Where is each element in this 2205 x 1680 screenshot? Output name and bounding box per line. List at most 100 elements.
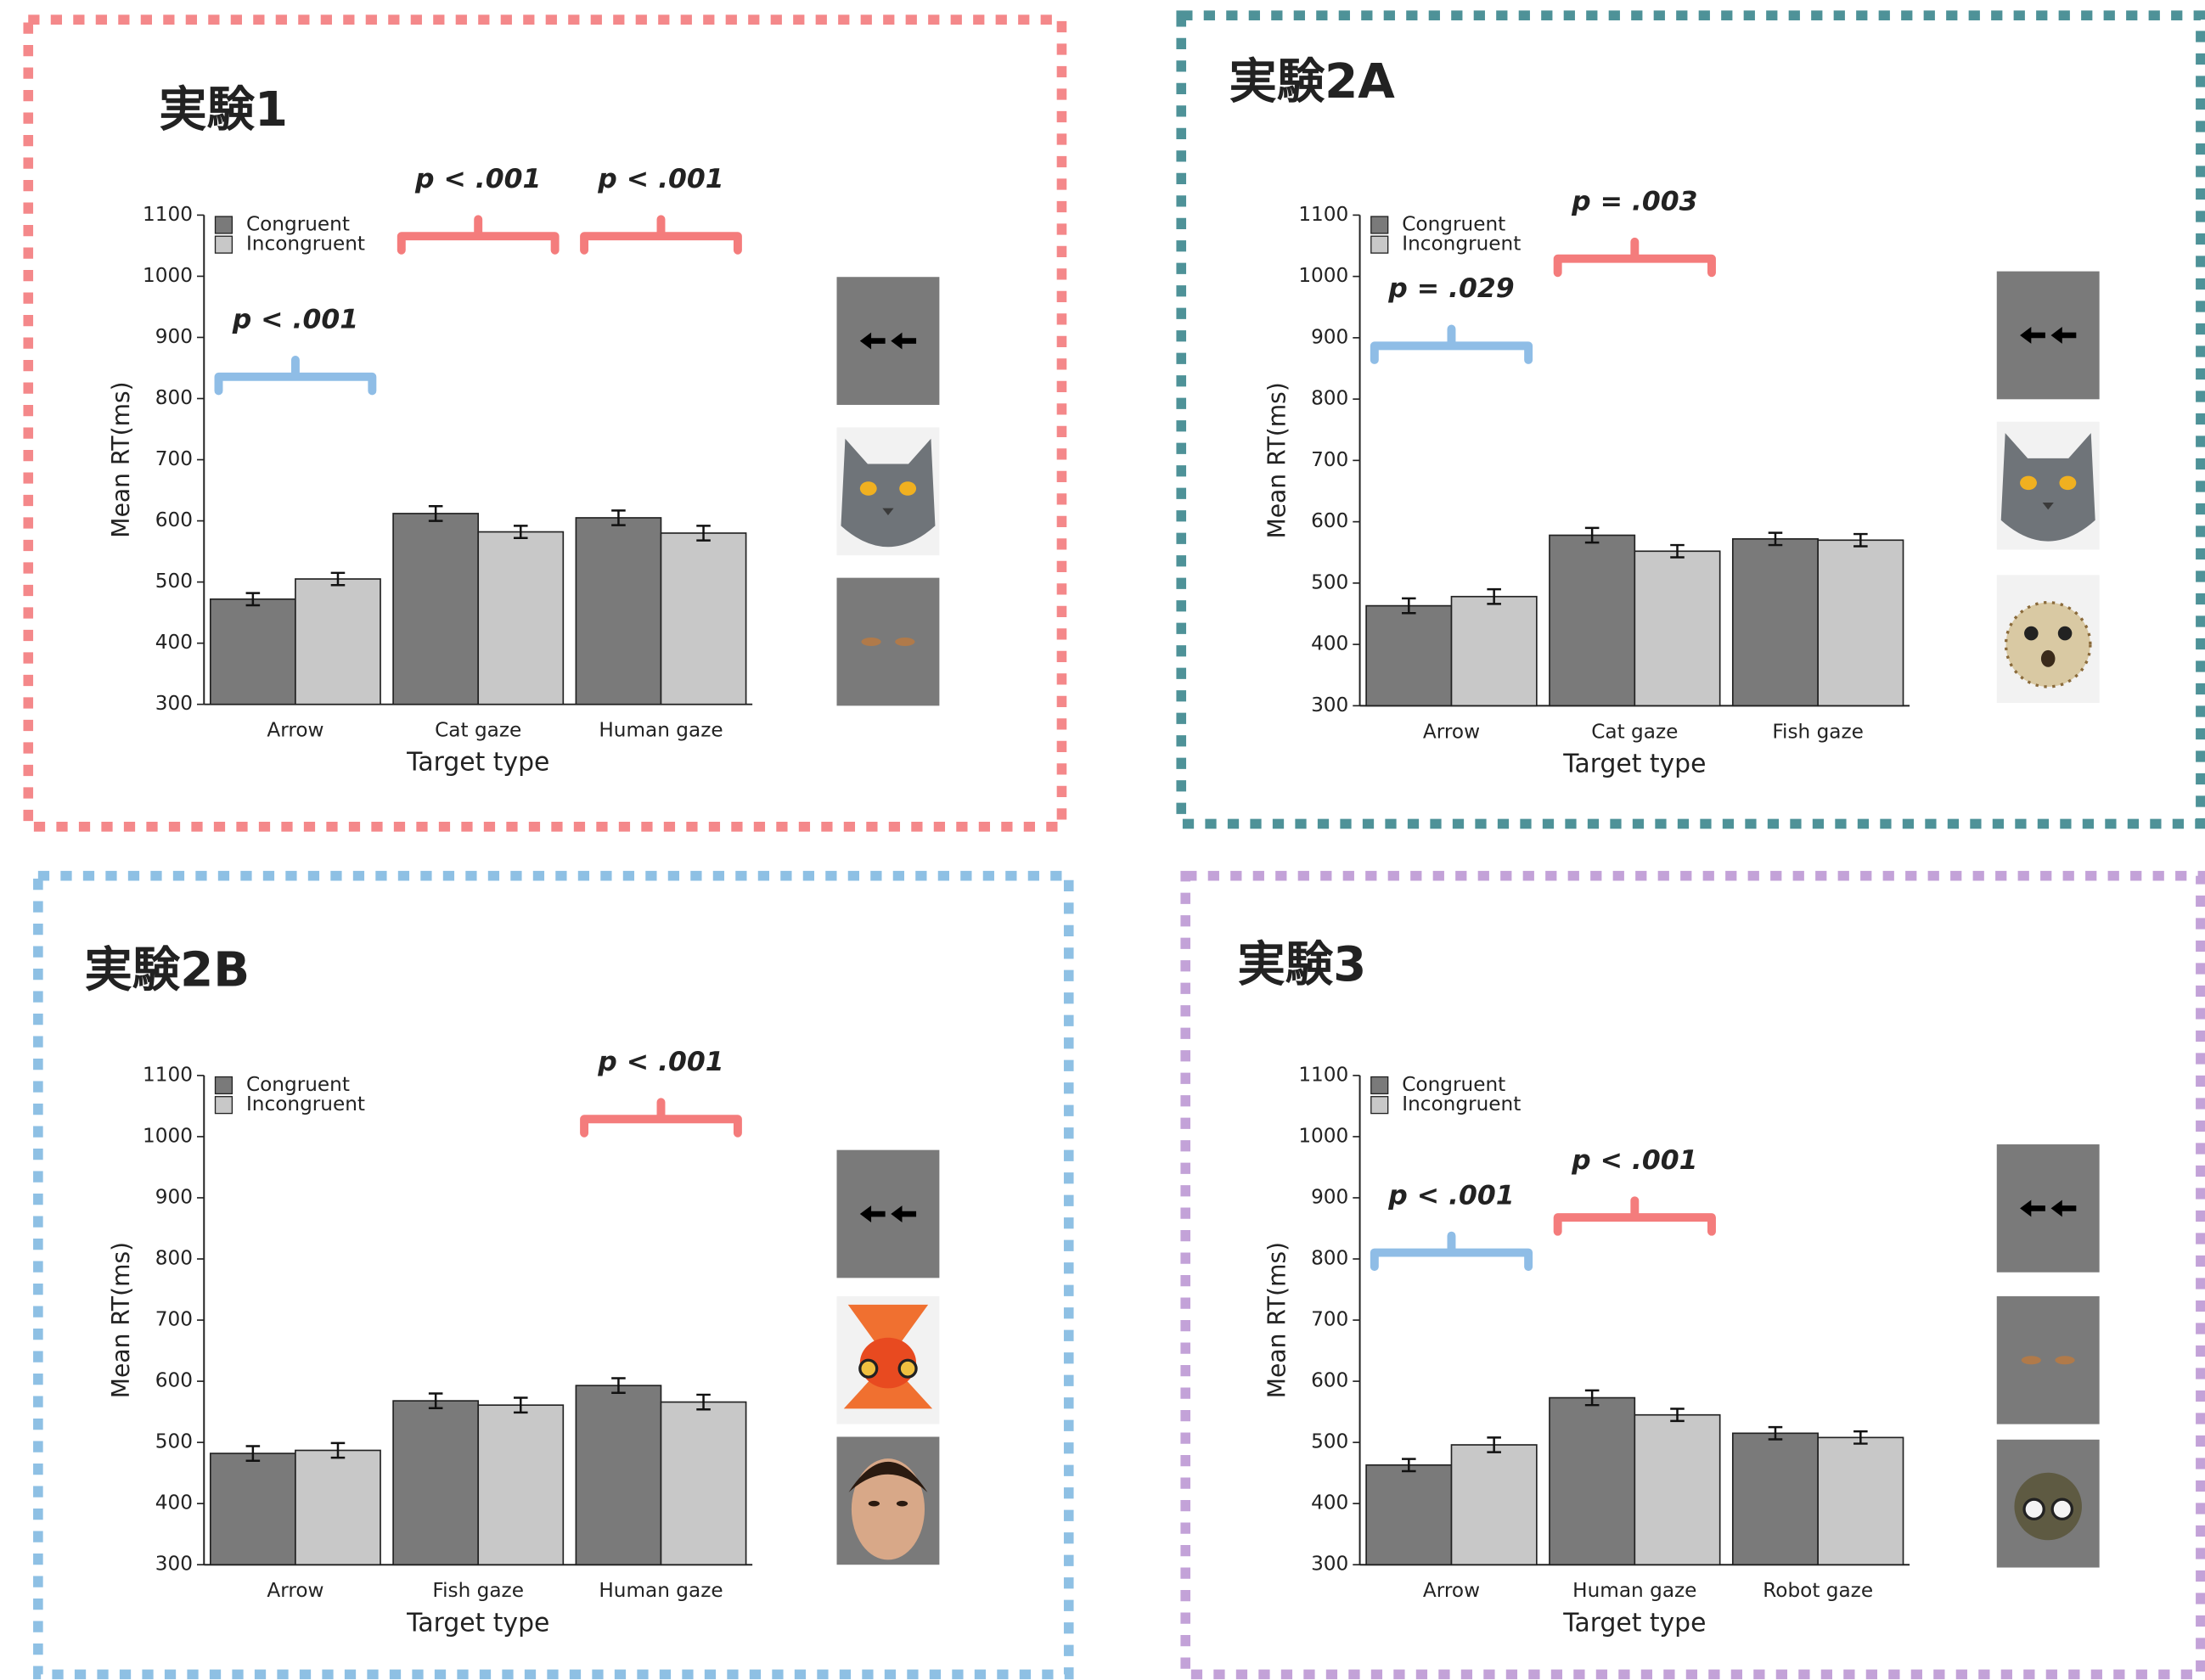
y-tick-label: 500 bbox=[1311, 570, 1348, 593]
y-tick-label: 800 bbox=[1311, 1247, 1348, 1270]
p-value-label: p < .001 bbox=[414, 164, 541, 194]
p-value-label: p < .001 bbox=[597, 1047, 723, 1077]
eye-shape bbox=[2022, 1356, 2041, 1364]
legend-label: Incongruent bbox=[246, 1093, 365, 1115]
x-axis-label: Target type bbox=[1562, 749, 1706, 778]
y-axis-label: Mean RT(ms) bbox=[107, 1242, 135, 1398]
y-tick-label: 1100 bbox=[143, 1063, 193, 1086]
icon-bg bbox=[837, 1150, 940, 1278]
legend-swatch bbox=[1371, 236, 1388, 253]
bar bbox=[1818, 1437, 1903, 1565]
p-value-label: p = .029 bbox=[1387, 273, 1514, 304]
y-tick-label: 700 bbox=[155, 447, 193, 470]
stimulus-icon bbox=[837, 1437, 940, 1565]
y-tick-label: 500 bbox=[155, 1430, 193, 1453]
y-tick-label: 900 bbox=[155, 325, 193, 348]
bar bbox=[211, 599, 295, 705]
significance-brace bbox=[218, 360, 372, 391]
p-value-label: p = .003 bbox=[1571, 186, 1697, 216]
icon-bg bbox=[1997, 1296, 2100, 1424]
y-tick-label: 1000 bbox=[143, 264, 193, 287]
significance-brace bbox=[584, 219, 738, 250]
significance-brace bbox=[1558, 242, 1712, 273]
x-tick-label: Human gaze bbox=[599, 719, 723, 742]
y-tick-label: 700 bbox=[1311, 1308, 1348, 1331]
puffer-eye bbox=[2058, 626, 2073, 641]
x-tick-label: Arrow bbox=[267, 719, 323, 742]
x-tick-label: Arrow bbox=[1423, 720, 1480, 743]
x-tick-label: Cat gaze bbox=[435, 719, 521, 742]
significance-brace bbox=[1558, 1200, 1712, 1231]
bar bbox=[211, 1453, 295, 1565]
x-tick-label: Arrow bbox=[267, 1579, 323, 1602]
bar bbox=[1818, 540, 1903, 705]
y-tick-label: 400 bbox=[1311, 1492, 1348, 1514]
stimulus-icon bbox=[1997, 272, 2100, 400]
y-tick-label: 700 bbox=[155, 1308, 193, 1331]
x-axis-label: Target type bbox=[1562, 1608, 1706, 1638]
x-tick-label: Human gaze bbox=[1572, 1579, 1696, 1602]
cat-eye bbox=[899, 481, 916, 496]
y-tick-label: 1100 bbox=[1298, 1063, 1348, 1086]
stimulus-icon bbox=[1997, 1440, 2100, 1568]
y-tick-label: 900 bbox=[1311, 325, 1348, 348]
x-tick-label: Human gaze bbox=[599, 1579, 723, 1602]
y-tick-label: 600 bbox=[155, 1369, 193, 1392]
y-tick-label: 300 bbox=[1311, 694, 1348, 716]
bar bbox=[295, 1450, 380, 1565]
y-tick-label: 800 bbox=[155, 386, 193, 409]
bar bbox=[1733, 1433, 1818, 1565]
face-eye bbox=[897, 1501, 908, 1507]
bar bbox=[478, 1405, 563, 1565]
bar bbox=[393, 1401, 478, 1565]
bar bbox=[661, 533, 745, 705]
p-value-label: p < .001 bbox=[597, 164, 723, 194]
y-tick-label: 300 bbox=[1311, 1553, 1348, 1576]
legend-label: Incongruent bbox=[1402, 233, 1521, 256]
y-tick-label: 500 bbox=[155, 570, 193, 593]
stimulus-icon bbox=[1997, 422, 2100, 550]
stimulus-icon bbox=[837, 427, 940, 555]
bar bbox=[576, 518, 661, 705]
y-tick-label: 300 bbox=[155, 692, 193, 715]
y-tick-label: 400 bbox=[155, 1492, 193, 1514]
y-tick-label: 800 bbox=[155, 1247, 193, 1270]
y-tick-label: 800 bbox=[1311, 387, 1348, 410]
stimulus-icon bbox=[837, 578, 940, 706]
bar bbox=[295, 579, 380, 705]
cat-eye bbox=[2059, 476, 2076, 491]
y-tick-label: 1000 bbox=[1298, 1124, 1348, 1147]
bar bbox=[1634, 551, 1719, 705]
face-eye bbox=[869, 1501, 880, 1507]
panel-title: 実験3 bbox=[1237, 937, 1366, 992]
icon-bg bbox=[837, 277, 940, 405]
bar bbox=[1550, 1398, 1634, 1565]
bar bbox=[1634, 1415, 1719, 1565]
x-tick-label: Fish gaze bbox=[1772, 720, 1864, 743]
legend-swatch bbox=[216, 216, 233, 233]
p-value-label: p < .001 bbox=[1571, 1145, 1697, 1176]
y-tick-label: 1100 bbox=[1298, 203, 1348, 226]
y-tick-label: 600 bbox=[155, 508, 193, 531]
bar bbox=[661, 1402, 745, 1565]
legend-label: Incongruent bbox=[246, 233, 365, 256]
y-tick-label: 1100 bbox=[143, 203, 193, 226]
stimulus-icon bbox=[1997, 1144, 2100, 1273]
x-tick-label: Arrow bbox=[1423, 1579, 1480, 1602]
bar bbox=[1451, 1445, 1536, 1565]
stimulus-icon bbox=[1997, 575, 2100, 703]
cat-eye bbox=[860, 481, 877, 496]
y-tick-label: 300 bbox=[155, 1553, 193, 1576]
bar bbox=[576, 1385, 661, 1565]
stimulus-icon bbox=[1997, 1296, 2100, 1424]
puffer-mouth bbox=[2041, 650, 2056, 667]
eye-shape bbox=[861, 638, 880, 646]
significance-brace bbox=[402, 219, 555, 250]
y-tick-label: 900 bbox=[1311, 1185, 1348, 1208]
y-tick-label: 700 bbox=[1311, 448, 1348, 471]
p-value-label: p < .001 bbox=[232, 305, 358, 335]
icon-bg bbox=[837, 578, 940, 706]
panel-title: 実験2A bbox=[1229, 54, 1396, 110]
bar bbox=[1733, 539, 1818, 706]
figure: 実験130040050060070080090010001100Mean RT(… bbox=[0, 0, 2205, 1680]
